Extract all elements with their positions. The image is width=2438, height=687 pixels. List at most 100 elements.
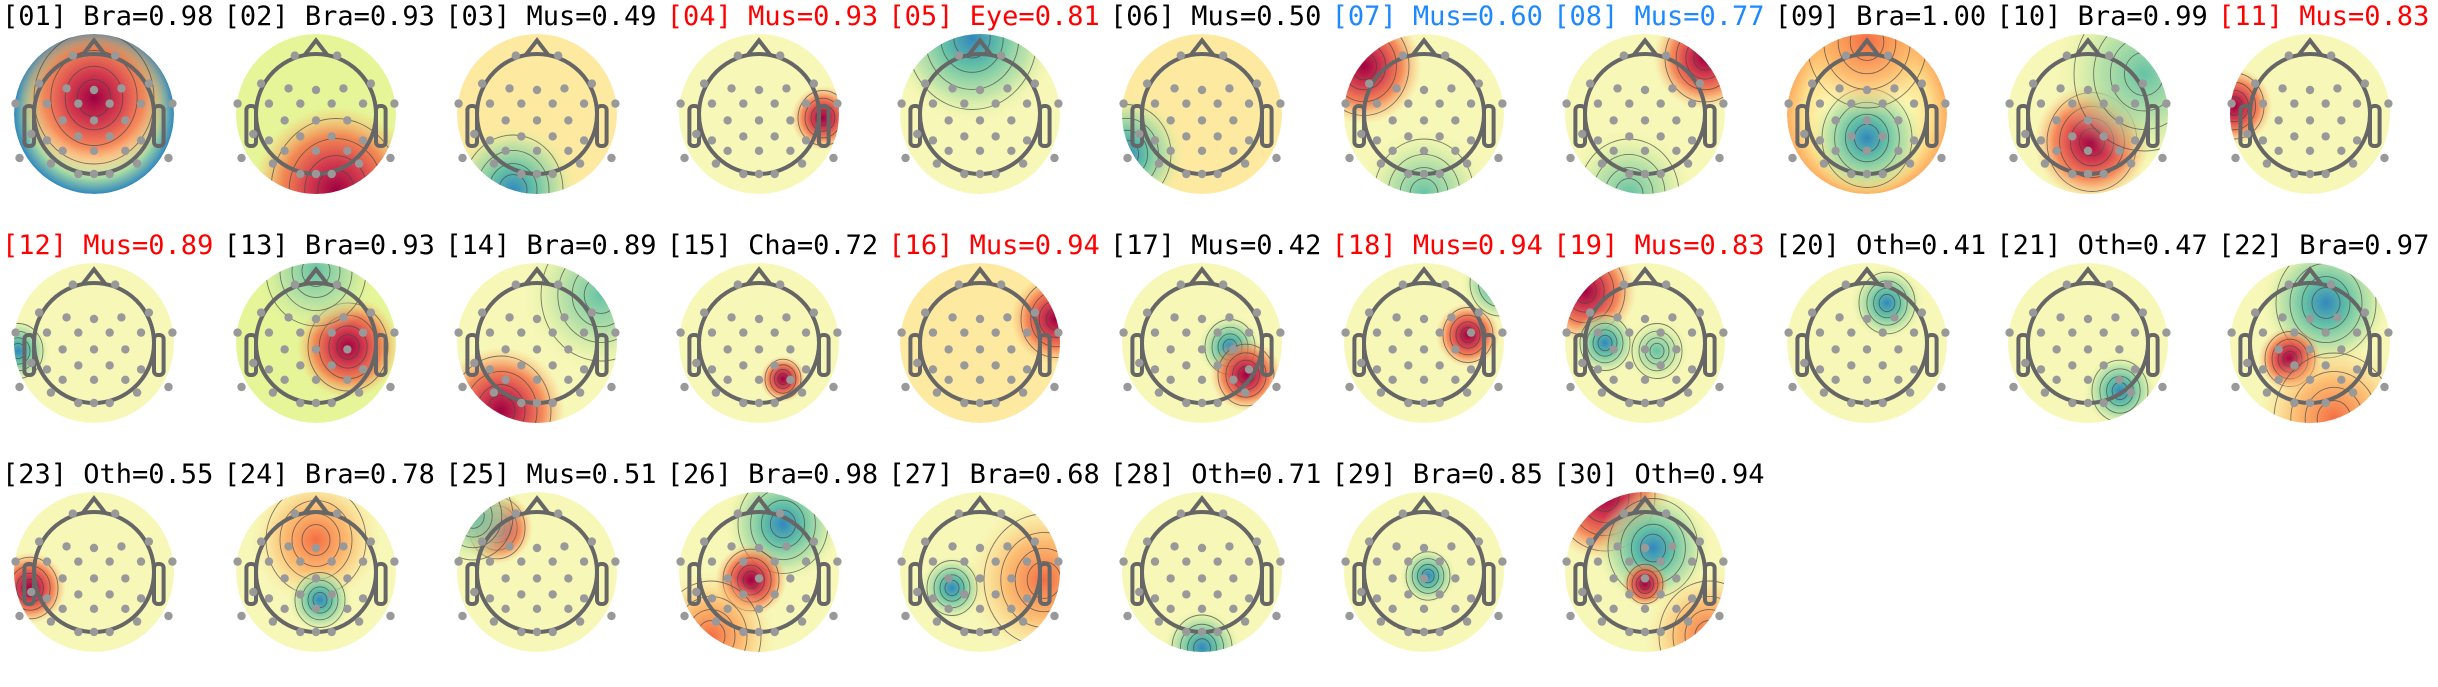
component-29: [29] Bra=0.85 bbox=[1330, 458, 1552, 687]
sensor-dot bbox=[1050, 611, 1060, 621]
sensor-dot bbox=[1218, 509, 1228, 518]
sensor-dot bbox=[554, 280, 563, 289]
sensor-dot bbox=[485, 99, 495, 108]
sensor-dot bbox=[2084, 146, 2093, 155]
sensor-dot bbox=[754, 85, 763, 95]
sensor-dot bbox=[933, 617, 942, 626]
sensor-dot bbox=[1609, 574, 1619, 583]
sensor-dot bbox=[580, 365, 589, 374]
sensor-dot bbox=[62, 542, 71, 551]
contour-line bbox=[1858, 271, 1916, 335]
sensor-dot bbox=[532, 574, 542, 583]
sensor-dot bbox=[1003, 542, 1013, 551]
sensor-dot bbox=[42, 594, 52, 603]
sensor-dot bbox=[327, 361, 336, 370]
sensor-dot bbox=[960, 361, 969, 370]
sensor-dot bbox=[1388, 375, 1397, 384]
left-ear-icon bbox=[908, 104, 923, 148]
sensor-dot bbox=[74, 328, 83, 337]
sensor-dot bbox=[1640, 627, 1650, 637]
sensor-dot bbox=[2321, 398, 2330, 408]
sensor-dot bbox=[1419, 398, 1428, 408]
sensor-dot bbox=[997, 51, 1006, 60]
sensor-dot bbox=[1862, 345, 1871, 354]
sensor-dot bbox=[1123, 611, 1132, 621]
component-23: [23] Oth=0.55 bbox=[0, 458, 222, 687]
sensor-dot bbox=[1182, 328, 1191, 337]
component-label: [19] Mus=0.83 bbox=[1553, 230, 1765, 261]
sensor-dot bbox=[580, 328, 589, 337]
sensor-dot bbox=[11, 328, 20, 337]
sensor-dot bbox=[505, 84, 514, 93]
contour-line bbox=[301, 579, 339, 621]
sensor-dot bbox=[1719, 99, 1728, 108]
sensor-dot bbox=[2009, 153, 2019, 163]
sensor-dot bbox=[105, 557, 114, 566]
sensor-dot bbox=[264, 557, 273, 566]
sensor-dot bbox=[2352, 99, 2362, 108]
topomap bbox=[897, 263, 1063, 423]
topomap bbox=[11, 263, 177, 423]
sensor-dot bbox=[89, 375, 99, 384]
sensor-dot bbox=[1905, 159, 1915, 168]
sensor-dot bbox=[532, 169, 542, 179]
sensor-dot bbox=[2099, 169, 2109, 179]
sensor-dot bbox=[991, 590, 1001, 599]
sensor-dot bbox=[754, 345, 763, 354]
sensor-dot bbox=[1878, 398, 1887, 408]
nose-icon bbox=[746, 266, 772, 286]
sensor-dot bbox=[1197, 604, 1207, 613]
sensor-dot bbox=[564, 345, 573, 354]
sensor-dot bbox=[532, 398, 542, 408]
sensor-dot bbox=[1123, 153, 1132, 163]
sensor-dot bbox=[62, 313, 71, 322]
left-ear-icon bbox=[2238, 104, 2253, 148]
sensor-dot bbox=[1272, 611, 1281, 621]
sensor-dot bbox=[691, 129, 701, 139]
sensor-dot bbox=[517, 169, 526, 179]
sensor-dot bbox=[1176, 509, 1186, 518]
component-05: [05] Eye=0.81 bbox=[886, 0, 1108, 229]
sensor-dot bbox=[2243, 129, 2252, 139]
sensor-dot bbox=[1276, 557, 1285, 566]
sensor-dot bbox=[727, 313, 736, 322]
right-ear-icon bbox=[1260, 333, 1274, 377]
left-ear-icon bbox=[1130, 333, 1145, 377]
sensor-dot bbox=[1398, 51, 1407, 60]
sensor-dot bbox=[1597, 159, 1607, 168]
sensor-dot bbox=[1197, 543, 1207, 553]
sensor-dot bbox=[1142, 308, 1152, 317]
sensor-dot bbox=[770, 627, 779, 637]
sensor-dot bbox=[136, 557, 146, 566]
sensor-dot bbox=[1578, 129, 1587, 139]
sensor-dot bbox=[1493, 382, 1503, 392]
sensor-dot bbox=[1388, 345, 1397, 354]
sensor-dot bbox=[1831, 345, 1840, 354]
component-02: [02] Bra=0.93 bbox=[222, 0, 444, 229]
sensor-dot bbox=[1462, 388, 1471, 397]
sensor-dot bbox=[1197, 314, 1207, 324]
sensor-dot bbox=[62, 84, 71, 93]
sensor-dot bbox=[801, 328, 811, 337]
sensor-dot bbox=[1656, 99, 1666, 108]
sensor-dot bbox=[74, 398, 83, 408]
sensor-dot bbox=[1893, 375, 1903, 384]
right-ear-icon bbox=[816, 562, 831, 606]
sensor-dot bbox=[168, 557, 177, 566]
component-label: [16] Mus=0.94 bbox=[888, 230, 1100, 261]
sensor-dot bbox=[1688, 365, 1697, 374]
sensor-dot bbox=[548, 169, 558, 179]
sensor-dot bbox=[1150, 557, 1160, 566]
sensor-dot bbox=[264, 99, 273, 108]
sensor-dot bbox=[1672, 574, 1681, 583]
sensor-dot bbox=[991, 328, 1001, 337]
sensor-dot bbox=[955, 280, 964, 289]
sensor-dot bbox=[1890, 313, 1899, 322]
sensor-dot bbox=[358, 557, 367, 566]
sensor-dot bbox=[501, 345, 511, 354]
sensor-dot bbox=[1450, 146, 1460, 155]
sensor-dot bbox=[517, 328, 526, 337]
sensor-dot bbox=[1450, 116, 1460, 125]
sensor-dot bbox=[699, 537, 709, 546]
sensor-dot bbox=[1376, 388, 1385, 397]
